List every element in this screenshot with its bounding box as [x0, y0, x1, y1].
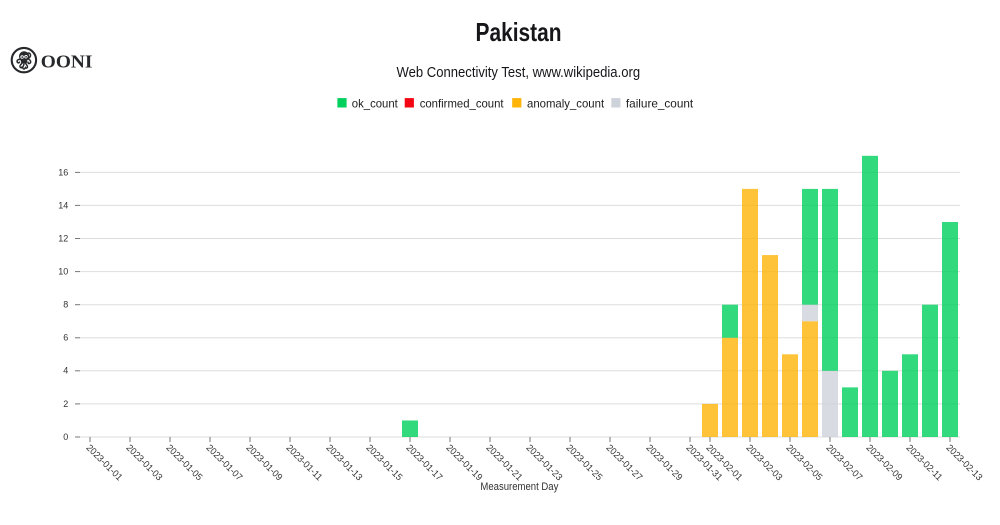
svg-text:16: 16 [58, 167, 68, 177]
svg-text:6: 6 [63, 333, 68, 343]
svg-text:Web Connectivity Test, www.wik: Web Connectivity Test, www.wikipedia.org [397, 64, 641, 81]
svg-text:ok_count: ok_count [352, 96, 399, 110]
svg-text:anomaly_count: anomaly_count [527, 96, 605, 110]
svg-text:0: 0 [63, 432, 68, 442]
svg-text:8: 8 [63, 300, 68, 310]
svg-text:10: 10 [58, 267, 68, 277]
svg-text:confirmed_count: confirmed_count [420, 96, 505, 110]
svg-text:14: 14 [58, 200, 68, 210]
svg-text:12: 12 [58, 233, 68, 243]
svg-text:failure_count: failure_count [626, 96, 694, 110]
svg-text:Measurement Day: Measurement Day [480, 481, 558, 493]
svg-text:OONI: OONI [41, 51, 93, 71]
svg-text:2: 2 [63, 399, 68, 409]
svg-text:4: 4 [63, 366, 68, 376]
svg-text:Pakistan: Pakistan [476, 17, 562, 47]
